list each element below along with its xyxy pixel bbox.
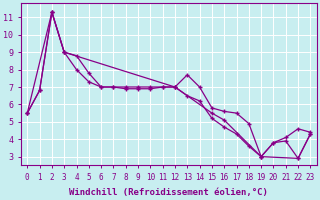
X-axis label: Windchill (Refroidissement éolien,°C): Windchill (Refroidissement éolien,°C) bbox=[69, 188, 268, 197]
